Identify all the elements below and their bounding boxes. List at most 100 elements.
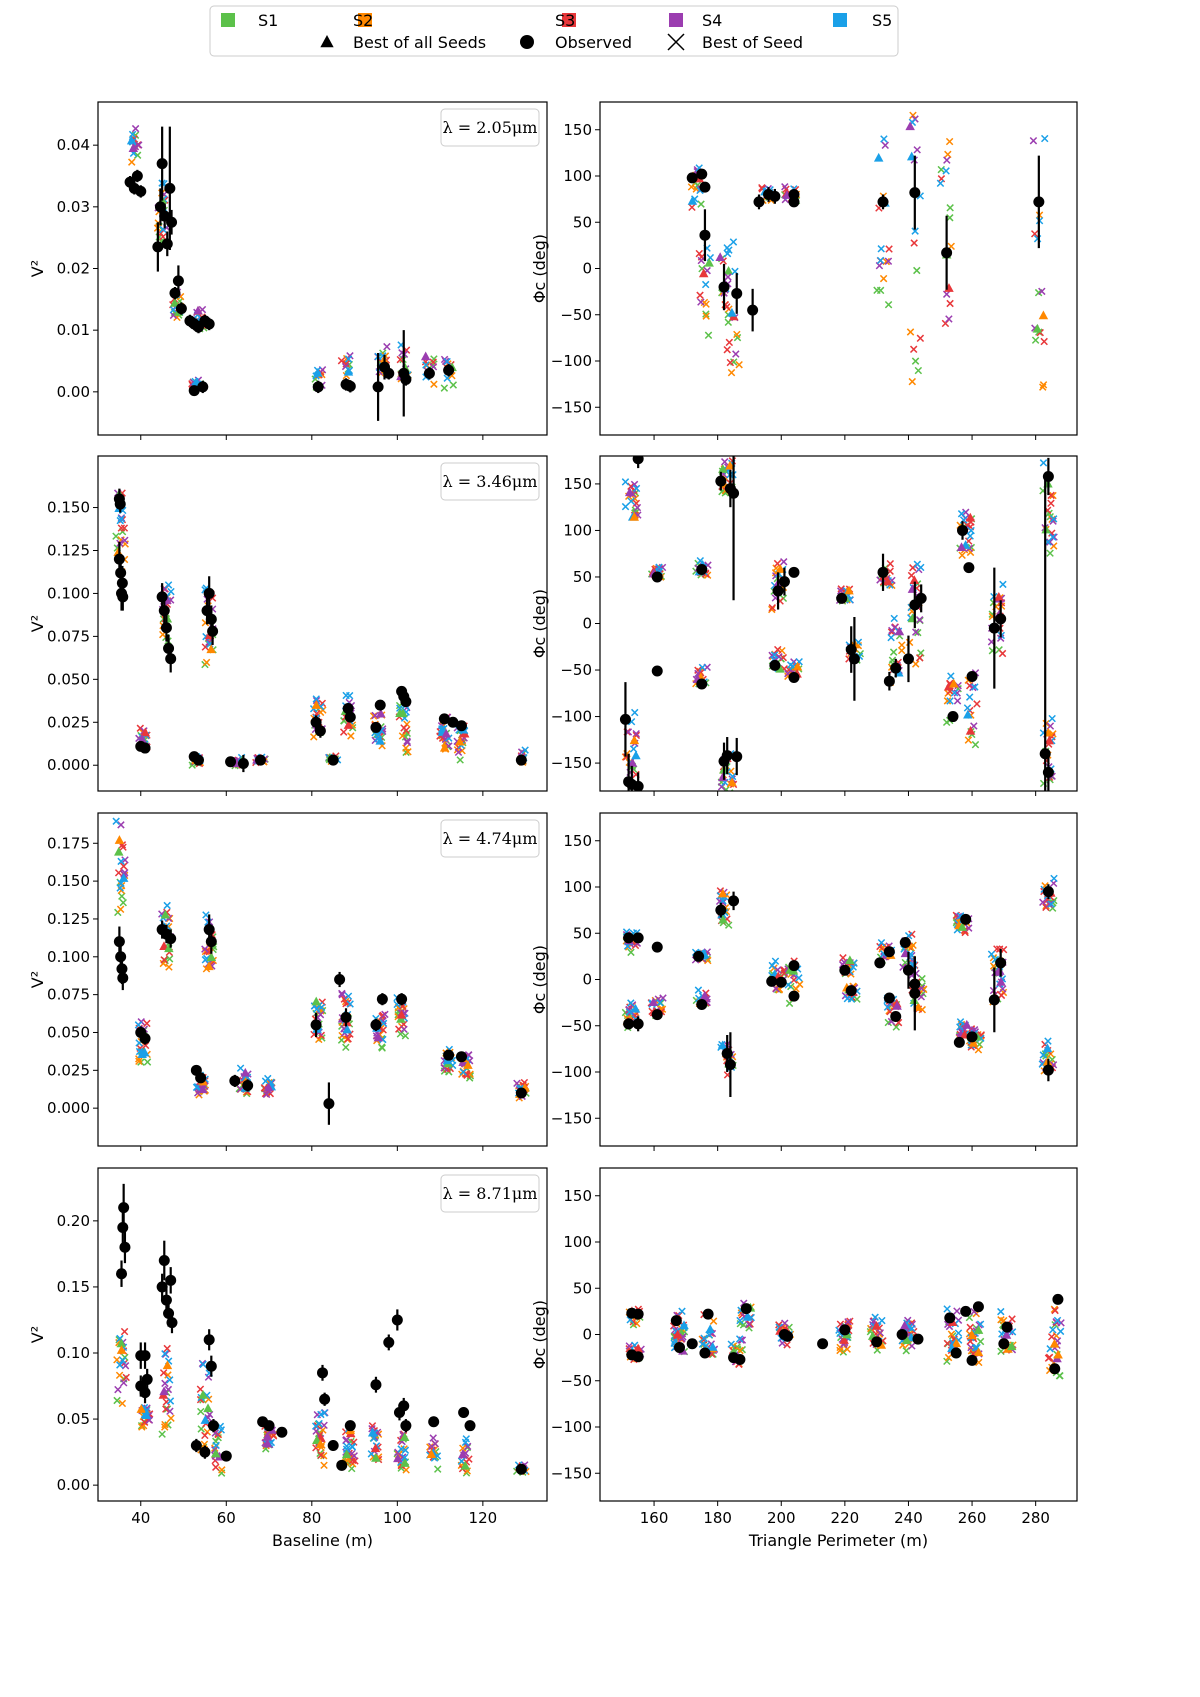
axes-frame — [599, 101, 1078, 436]
observed-point — [1042, 470, 1054, 482]
observed-point — [995, 613, 1007, 625]
observed-point — [899, 937, 911, 948]
seed-marker-s5 — [913, 560, 922, 569]
y-tick-label: 150 — [563, 475, 592, 493]
seed-marker-s5 — [166, 1397, 175, 1405]
seed-marker-s5 — [725, 246, 733, 254]
observed-point — [455, 720, 467, 732]
best-of-all-marker — [704, 257, 714, 267]
seed-marker-s5 — [621, 502, 630, 511]
seed-marker-s3 — [696, 291, 704, 299]
best-of-all-marker — [426, 1449, 437, 1459]
seed-marker-s4 — [912, 628, 920, 636]
y-tick-label: 0.025 — [47, 713, 90, 731]
seed-marker-s3 — [119, 843, 127, 851]
seed-marker-s3 — [520, 1078, 529, 1087]
observed-point — [715, 904, 727, 916]
best-of-all-marker — [263, 1082, 274, 1092]
y-tick-label: −150 — [551, 1464, 592, 1482]
observed-point — [728, 895, 740, 907]
seed-marker-s2 — [898, 641, 906, 649]
seed-marker-s1 — [884, 300, 893, 309]
seed-marker-s2 — [402, 744, 410, 752]
y-tick-label: 0.000 — [47, 756, 90, 774]
y-tick-label: −100 — [551, 1418, 592, 1436]
best-of-all-marker — [114, 835, 125, 844]
seed-marker-s4 — [427, 1442, 436, 1451]
y-tick-label: 0.100 — [47, 584, 90, 602]
y-tick-label: 0.01 — [57, 321, 90, 339]
x-tick-label: 100 — [383, 1509, 412, 1527]
seed-marker-s1 — [943, 1357, 951, 1366]
observed-point — [874, 957, 886, 969]
best-of-all-marker — [343, 366, 354, 376]
best-of-all-marker — [420, 351, 431, 361]
observed-point — [686, 1338, 698, 1350]
seed-marker-s4 — [383, 342, 391, 351]
observed-point — [117, 972, 129, 984]
best-of-all-marker — [1044, 735, 1055, 745]
seed-marker-s2 — [167, 1414, 175, 1422]
seed-marker-s2 — [116, 905, 125, 913]
seed-marker-s1 — [913, 266, 921, 275]
observed-point — [696, 998, 708, 1010]
y-tick-label: 0.025 — [47, 1061, 90, 1079]
seed-marker-s3 — [746, 1320, 754, 1328]
observed-point — [632, 1308, 644, 1320]
observed-point — [693, 950, 705, 962]
observed-point — [165, 933, 177, 945]
seed-marker-s3 — [695, 249, 703, 258]
seed-marker-s5 — [625, 1008, 634, 1016]
observed-point — [953, 1036, 965, 1048]
seed-marker-s1 — [1031, 336, 1040, 344]
seed-marker-s3 — [160, 956, 168, 964]
seed-marker-s3 — [120, 524, 129, 532]
best-of-all-marker — [845, 955, 855, 965]
best-of-all-marker — [996, 977, 1006, 986]
seed-marker-s4 — [876, 1329, 884, 1337]
best-of-all-marker — [909, 575, 920, 584]
seed-marker-s5 — [459, 1068, 468, 1076]
seed-marker-s4 — [312, 696, 321, 705]
seed-marker-s3 — [348, 1456, 357, 1465]
observed-point — [197, 381, 209, 393]
seed-marker-s5 — [1039, 1051, 1048, 1059]
axes-frame — [599, 812, 1078, 1147]
y-tick-label: −100 — [551, 1063, 592, 1081]
seed-marker-s5 — [631, 708, 639, 717]
seed-marker-s5 — [871, 1313, 879, 1321]
seed-marker-s1 — [137, 1058, 145, 1066]
seed-marker-s4 — [121, 536, 129, 545]
observed-point — [242, 1079, 254, 1091]
seed-marker-s3 — [212, 1463, 220, 1471]
observed-point — [220, 1450, 232, 1462]
x-axis-label: Triangle Perimeter (m) — [748, 1531, 928, 1550]
observed-point — [160, 622, 172, 634]
observed-point — [960, 1305, 972, 1317]
legend-box — [209, 5, 899, 57]
y-tick-label: −150 — [551, 398, 592, 416]
observed-point — [702, 1308, 714, 1320]
best-of-all-marker — [206, 644, 216, 654]
best-of-all-marker — [705, 1324, 715, 1334]
observed-point — [156, 1281, 168, 1293]
seed-marker-s2 — [118, 1399, 127, 1408]
y-axis-label: Φc (deg) — [530, 589, 549, 658]
best-of-all-marker — [455, 736, 465, 746]
seed-marker-s4 — [775, 653, 783, 661]
y-tick-label: 0.150 — [47, 499, 90, 517]
observed-point — [141, 1373, 153, 1385]
observed-point — [686, 172, 698, 184]
seed-marker-s5 — [202, 911, 210, 919]
observed-point — [772, 585, 784, 597]
seed-marker-s1 — [911, 357, 920, 365]
best-of-all-marker — [159, 1386, 169, 1396]
chart-panel-2: −150 −100 −50 0 50 100 150 Φc (deg) — [530, 101, 1078, 440]
observed-point — [966, 671, 978, 683]
observed-point — [515, 1463, 527, 1475]
seed-marker-s5 — [971, 683, 979, 691]
observed-point — [995, 957, 1007, 969]
y-tick-label: 0.20 — [57, 1212, 90, 1230]
seed-marker-s2 — [836, 1346, 844, 1355]
seed-marker-s1 — [971, 740, 980, 749]
